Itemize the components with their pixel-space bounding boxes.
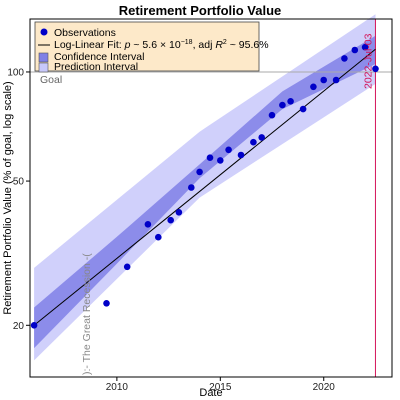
data-point (361, 43, 369, 51)
data-point (310, 83, 317, 91)
data-point (351, 46, 359, 54)
data-point (144, 221, 152, 228)
x-axis-title: Date (199, 387, 222, 399)
data-point (225, 146, 232, 154)
observation-points (30, 43, 379, 329)
legend-fit-label: Log-Linear Fit: p ~ 5.6 × 10−18, adj R2 … (54, 39, 269, 51)
data-point (103, 300, 110, 307)
data-point (237, 151, 245, 159)
data-point (188, 184, 195, 191)
data-point (268, 111, 276, 119)
y-tick-label: 50 (13, 177, 25, 188)
data-point (320, 76, 328, 84)
data-point (258, 134, 266, 141)
y-tick-label: 20 (13, 321, 25, 332)
legend-observations-label: Observations (54, 27, 116, 39)
goal-label: Goal (40, 74, 62, 86)
data-point (287, 98, 294, 105)
data-point (372, 65, 379, 73)
fit-line (33, 48, 376, 326)
legend-prediction-label: Prediction Interval (54, 61, 138, 73)
data-point (175, 209, 183, 216)
y-axis: 20 50 100 (7, 67, 30, 332)
y-axis-title: Retirement Portfolio Value (% of goal, l… (2, 81, 14, 314)
confidence-band (34, 35, 376, 349)
data-point (30, 322, 38, 329)
recession-label: ):- The Great Recession -( (81, 253, 93, 375)
plot-area: Goal 2022-Jul-03 ):- The Great Recession… (29, 14, 393, 378)
data-point (167, 216, 174, 224)
data-point (206, 154, 214, 161)
data-point (250, 138, 257, 146)
x-axis: 2010 2015 2020 (106, 377, 336, 393)
x-tick-label: 2015 (209, 382, 232, 393)
legend-prediction-swatch (38, 62, 49, 73)
data-point (279, 101, 286, 109)
date-label: 2022-Jul-03 (362, 33, 374, 89)
data-point (341, 55, 348, 62)
data-point (196, 168, 203, 176)
data-point (155, 233, 162, 241)
chart-title: Retirement Portfolio Value (119, 3, 282, 18)
x-tick-label: 2010 (106, 382, 129, 393)
data-point (123, 263, 131, 271)
legend-observations-marker (40, 28, 48, 36)
data-point (217, 157, 224, 164)
legend-confidence-label: Confidence Interval (54, 51, 144, 63)
x-tick-label: 2020 (313, 382, 336, 393)
data-point (299, 105, 307, 113)
legend-box (34, 21, 260, 72)
legend-confidence-swatch (38, 52, 49, 63)
y-tick-label: 100 (7, 67, 24, 78)
data-point (332, 76, 340, 84)
legend: Observations Log-Linear Fit: p ~ 5.6 × 1… (34, 21, 269, 73)
plot-frame (29, 18, 393, 378)
